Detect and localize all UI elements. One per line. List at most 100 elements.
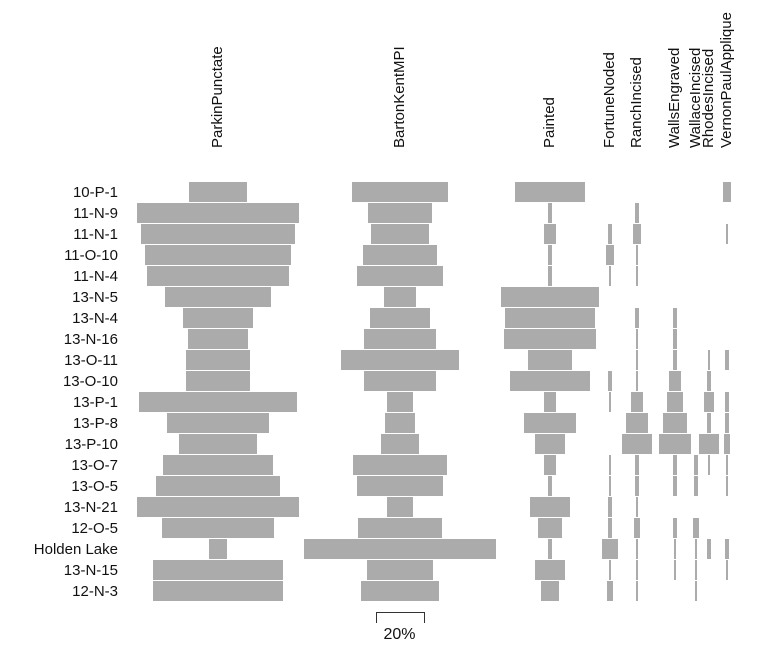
bar <box>725 539 729 559</box>
bar <box>141 224 295 244</box>
bar <box>548 245 552 265</box>
bar <box>186 350 250 370</box>
bar <box>635 476 639 496</box>
row-label: 10-P-1 <box>72 184 118 201</box>
bar <box>607 518 613 538</box>
bar <box>672 350 678 370</box>
row-label: 13-P-1 <box>72 394 118 411</box>
bar <box>504 308 596 328</box>
bar <box>501 287 599 307</box>
row-label: 13-N-4 <box>72 310 118 327</box>
bar <box>662 413 688 433</box>
bar <box>694 455 698 475</box>
bar <box>540 581 560 601</box>
column-header: RanchIncised <box>628 57 645 148</box>
bar <box>725 350 729 370</box>
row-label: 13-O-11 <box>64 352 118 369</box>
bar <box>722 182 732 202</box>
bar <box>635 266 639 286</box>
bar <box>672 476 678 496</box>
bar <box>634 308 640 328</box>
bar <box>703 392 715 412</box>
bar <box>353 455 447 475</box>
bar <box>725 476 729 496</box>
row-label: 13-P-10 <box>64 436 118 453</box>
bar <box>672 308 678 328</box>
bar <box>387 392 413 412</box>
bar <box>155 476 281 496</box>
bar <box>707 350 711 370</box>
bar <box>673 560 677 580</box>
bar <box>383 287 417 307</box>
row-label: Holden Lake <box>33 541 118 558</box>
bar <box>724 413 730 433</box>
bar <box>370 308 430 328</box>
bar <box>673 518 677 538</box>
bar <box>608 497 612 517</box>
bar <box>166 413 270 433</box>
bar <box>707 455 711 475</box>
bar <box>357 518 443 538</box>
row-label: 13-N-5 <box>72 289 118 306</box>
bar <box>606 245 614 265</box>
bar <box>363 329 437 349</box>
bar <box>635 581 639 601</box>
bar <box>152 581 284 601</box>
bar <box>666 392 684 412</box>
column-header: WallsEngraved <box>666 47 683 148</box>
bar <box>534 560 566 580</box>
bar <box>608 371 612 391</box>
bar <box>548 266 552 286</box>
bar <box>658 434 692 454</box>
column-header: RhodesIncised <box>700 48 717 148</box>
bar <box>634 518 640 538</box>
bar <box>608 455 612 475</box>
bar <box>534 434 566 454</box>
bar <box>608 560 612 580</box>
bar <box>510 371 590 391</box>
bar <box>548 203 552 223</box>
row-label: 13-N-21 <box>63 499 118 516</box>
bar <box>362 245 437 265</box>
bar <box>370 224 430 244</box>
bar <box>725 560 729 580</box>
bar <box>699 434 719 454</box>
bar <box>146 266 290 286</box>
bar <box>634 455 640 475</box>
bar <box>528 350 572 370</box>
bar <box>384 413 416 433</box>
bar <box>544 224 556 244</box>
bar <box>673 539 677 559</box>
bar <box>209 539 227 559</box>
bar <box>608 392 612 412</box>
bar <box>366 560 434 580</box>
bar <box>635 371 639 391</box>
bar <box>164 287 272 307</box>
column-header: VernonPaulApplique <box>718 12 735 148</box>
bar <box>504 329 596 349</box>
bar <box>304 539 496 559</box>
bar <box>672 329 678 349</box>
row-label: 11-N-4 <box>73 268 118 285</box>
bar <box>136 203 300 223</box>
column-header: BartonKentMPI <box>391 46 408 148</box>
bar <box>694 476 698 496</box>
bar <box>357 266 443 286</box>
bar <box>341 350 459 370</box>
row-label: 11-N-1 <box>73 226 118 243</box>
bar <box>669 371 681 391</box>
bar <box>356 476 444 496</box>
row-label: 13-N-15 <box>63 562 118 579</box>
bar <box>608 476 612 496</box>
bar <box>633 224 641 244</box>
bar <box>381 434 419 454</box>
bar <box>139 392 297 412</box>
bar <box>601 539 619 559</box>
bar <box>543 392 557 412</box>
column-header: Painted <box>541 97 558 148</box>
bar <box>387 497 413 517</box>
bar <box>635 350 639 370</box>
bar <box>538 518 562 538</box>
bar <box>361 581 439 601</box>
